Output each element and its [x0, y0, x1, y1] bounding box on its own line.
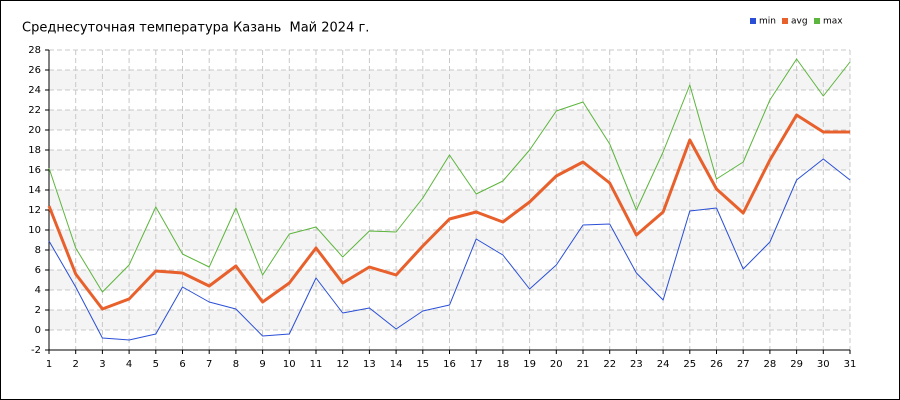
x-tick-label: 8 — [233, 359, 239, 370]
x-tick-label: 11 — [310, 359, 323, 370]
x-tick-label: 25 — [683, 359, 696, 370]
x-tick-label: 21 — [577, 359, 590, 370]
x-tick-label: 28 — [764, 359, 777, 370]
x-tick-label: 19 — [523, 359, 536, 370]
x-tick-label: 2 — [73, 359, 79, 370]
x-tick-label: 7 — [206, 359, 212, 370]
y-tick-label: 22 — [28, 105, 41, 116]
legend-swatch — [750, 18, 756, 24]
x-tick-label: 1 — [46, 359, 52, 370]
x-tick-label: 30 — [817, 359, 830, 370]
y-tick-label: 4 — [35, 285, 41, 296]
legend-label: avg — [791, 17, 808, 27]
y-tick-label: 20 — [28, 125, 41, 136]
x-tick-label: 4 — [126, 359, 132, 370]
grid-band — [49, 70, 850, 90]
y-tick-label: 6 — [35, 265, 41, 276]
x-tick-label: 16 — [443, 359, 456, 370]
legend-swatch — [814, 18, 820, 24]
y-tick-label: 26 — [28, 65, 41, 76]
x-tick-label: 12 — [336, 359, 349, 370]
y-tick-label: 16 — [28, 165, 41, 176]
x-tick-label: 5 — [153, 359, 159, 370]
y-tick-label: -2 — [31, 345, 41, 356]
y-tick-label: 8 — [35, 245, 41, 256]
y-tick-label: 24 — [28, 85, 41, 96]
x-tick-label: 15 — [416, 359, 429, 370]
x-tick-label: 26 — [710, 359, 723, 370]
grid-band — [49, 310, 850, 330]
x-tick-label: 20 — [550, 359, 563, 370]
grid-band — [49, 190, 850, 210]
x-tick-label: 14 — [390, 359, 403, 370]
x-tick-label: 13 — [363, 359, 376, 370]
x-tick-label: 31 — [844, 359, 857, 370]
x-tick-label: 29 — [790, 359, 803, 370]
x-tick-label: 17 — [470, 359, 483, 370]
x-tick-label: 22 — [603, 359, 616, 370]
x-tick-label: 3 — [99, 359, 105, 370]
y-tick-label: 2 — [35, 305, 41, 316]
x-tick-label: 23 — [630, 359, 643, 370]
legend-swatch — [782, 18, 788, 24]
legend-label: min — [759, 17, 776, 27]
y-tick-label: 14 — [28, 185, 41, 196]
y-tick-label: 18 — [28, 145, 41, 156]
x-tick-label: 27 — [737, 359, 750, 370]
grid-band — [49, 230, 850, 250]
x-tick-label: 6 — [179, 359, 185, 370]
grid-band — [49, 110, 850, 130]
grid-band — [49, 150, 850, 170]
chart-title: Среднесуточная температура Казань Май 20… — [22, 21, 369, 36]
x-tick-label: 18 — [497, 359, 510, 370]
series-line — [48, 158, 851, 341]
series-line — [47, 113, 850, 311]
x-tick-label: 9 — [259, 359, 265, 370]
y-tick-label: 10 — [28, 225, 41, 236]
series-line — [48, 58, 851, 293]
x-tick-label: 10 — [283, 359, 296, 370]
y-tick-label: 0 — [35, 325, 41, 336]
y-tick-label: 28 — [28, 45, 41, 56]
x-tick-label: 24 — [657, 359, 670, 370]
legend-label: max — [823, 17, 843, 27]
y-tick-label: 12 — [28, 205, 41, 216]
